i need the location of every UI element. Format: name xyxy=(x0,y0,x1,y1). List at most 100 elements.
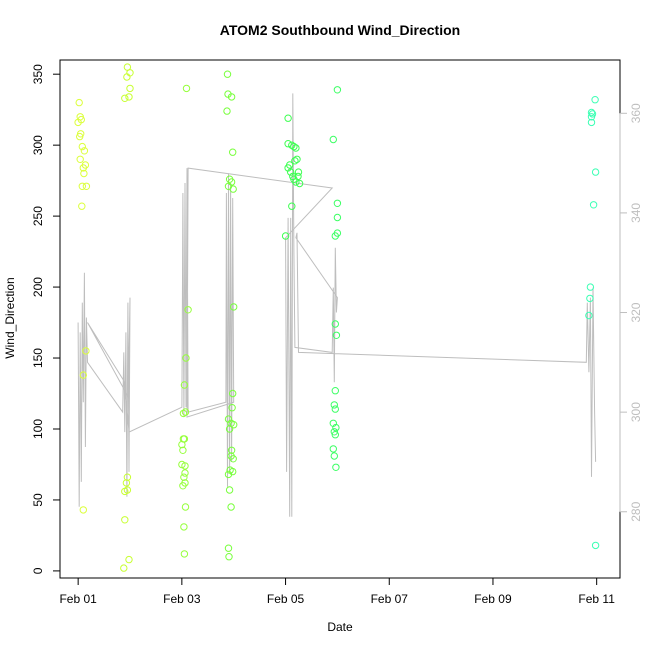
x-axis-label: Date xyxy=(327,620,353,634)
data-point xyxy=(81,161,90,169)
data-point xyxy=(294,168,303,176)
data-point xyxy=(180,381,189,389)
data-point xyxy=(228,404,236,412)
data-point xyxy=(333,229,342,237)
data-point xyxy=(223,107,231,115)
data-point xyxy=(225,486,234,494)
data-point xyxy=(332,463,340,471)
data-point xyxy=(281,232,290,240)
x-tick-label: Feb 07 xyxy=(371,592,409,606)
y-tick-label: 100 xyxy=(31,419,45,439)
data-point xyxy=(79,371,88,379)
x-tick-label: Feb 09 xyxy=(474,592,512,606)
data-point xyxy=(591,541,600,550)
data-point xyxy=(295,179,304,188)
data-point xyxy=(333,213,342,222)
x-tick-label: Feb 11 xyxy=(578,592,615,606)
data-point xyxy=(332,423,340,432)
data-point xyxy=(288,202,296,210)
data-point xyxy=(589,201,598,209)
data-point xyxy=(290,142,298,151)
data-point xyxy=(182,354,190,362)
data-point xyxy=(331,405,339,413)
y-axis-label: Wind_Direction xyxy=(3,277,17,358)
data-point xyxy=(123,73,131,81)
data-point xyxy=(293,155,301,164)
data-point xyxy=(179,482,187,490)
data-point xyxy=(586,283,595,291)
data-point xyxy=(331,431,339,439)
y2-tick-label: 360 xyxy=(629,103,643,123)
data-point xyxy=(79,506,88,514)
data-point xyxy=(292,144,300,152)
data-point xyxy=(82,182,91,191)
data-point xyxy=(178,440,186,449)
data-point xyxy=(225,553,233,561)
points-layer xyxy=(74,63,600,572)
y-tick-label: 50 xyxy=(31,493,45,507)
data-point xyxy=(229,185,237,193)
data-point xyxy=(227,446,236,454)
data-point xyxy=(229,455,237,463)
data-point xyxy=(82,347,90,355)
y2-tick-label: 340 xyxy=(629,203,643,223)
data-point xyxy=(333,86,342,94)
data-point xyxy=(230,421,238,429)
data-point xyxy=(587,113,596,121)
data-point xyxy=(179,409,188,418)
data-point xyxy=(76,155,84,164)
data-point xyxy=(78,142,87,151)
y-axis-right: 280 300 320 340 360 xyxy=(619,103,643,522)
y-tick-label: 150 xyxy=(31,348,45,368)
y-tick-label: 350 xyxy=(31,64,45,84)
data-point xyxy=(223,70,232,78)
data-point xyxy=(291,157,299,165)
data-point xyxy=(179,446,187,454)
data-point xyxy=(333,199,342,208)
data-point xyxy=(331,387,339,395)
x-tick-label: Feb 03 xyxy=(163,592,201,606)
y-tick-label: 200 xyxy=(31,277,45,297)
data-point xyxy=(330,401,338,409)
data-point xyxy=(229,389,237,398)
data-point xyxy=(181,469,189,477)
data-point xyxy=(125,555,133,564)
data-point xyxy=(74,118,82,127)
data-point xyxy=(330,452,338,460)
data-point xyxy=(121,487,129,496)
data-point xyxy=(123,473,132,481)
secondary-trace-layer xyxy=(77,93,597,517)
x-tick-label: Feb 01 xyxy=(59,592,97,606)
data-point xyxy=(126,84,134,93)
data-point xyxy=(80,169,88,178)
data-point xyxy=(184,306,192,314)
data-point xyxy=(78,202,86,210)
data-point xyxy=(292,178,300,186)
data-point xyxy=(182,84,191,93)
data-point xyxy=(225,425,234,433)
y2-tick-label: 280 xyxy=(629,501,643,521)
x-tick-label: Feb 05 xyxy=(267,592,305,606)
data-point xyxy=(585,311,593,320)
data-point xyxy=(180,550,189,558)
data-point xyxy=(122,479,131,487)
data-point xyxy=(80,147,89,155)
data-point xyxy=(586,294,594,303)
y2-tick-label: 300 xyxy=(629,402,643,422)
secondary-trace-line xyxy=(77,93,597,517)
data-point xyxy=(180,473,188,481)
data-point xyxy=(230,303,238,311)
data-point xyxy=(284,140,292,148)
data-point xyxy=(75,98,83,107)
y2-tick-label: 320 xyxy=(629,302,643,322)
y-tick-label: 0 xyxy=(31,567,45,574)
y-axis-left: 0 50 100 150 200 250 300 350 xyxy=(31,64,61,574)
plot-frame xyxy=(59,59,621,579)
data-point xyxy=(78,182,87,191)
y-tick-label: 300 xyxy=(31,135,45,155)
data-point xyxy=(120,564,128,572)
data-point xyxy=(227,503,235,511)
data-point xyxy=(591,96,599,104)
data-point xyxy=(181,503,190,511)
data-point xyxy=(181,408,190,416)
